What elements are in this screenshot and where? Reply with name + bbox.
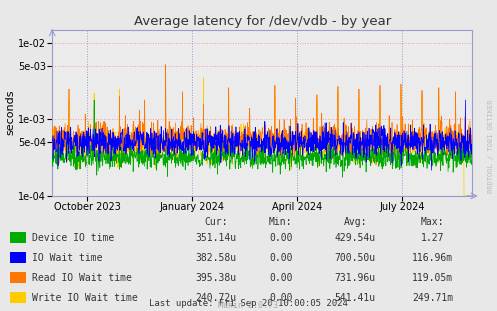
Text: Min:: Min: <box>269 217 293 227</box>
Text: 0.00: 0.00 <box>269 273 293 283</box>
FancyBboxPatch shape <box>10 232 26 243</box>
Text: Avg:: Avg: <box>343 217 367 227</box>
Text: 249.71m: 249.71m <box>412 293 453 303</box>
Text: Device IO time: Device IO time <box>32 233 114 243</box>
FancyBboxPatch shape <box>10 272 26 283</box>
Text: 382.58u: 382.58u <box>196 253 237 263</box>
Text: Munin 2.0.73: Munin 2.0.73 <box>219 301 278 310</box>
Text: Write IO Wait time: Write IO Wait time <box>32 293 138 303</box>
Text: 541.41u: 541.41u <box>335 293 376 303</box>
FancyBboxPatch shape <box>10 292 26 304</box>
Text: IO Wait time: IO Wait time <box>32 253 103 263</box>
Title: Average latency for /dev/vdb - by year: Average latency for /dev/vdb - by year <box>134 15 391 28</box>
Text: 395.38u: 395.38u <box>196 273 237 283</box>
Text: 1.27: 1.27 <box>420 233 444 243</box>
Text: Read IO Wait time: Read IO Wait time <box>32 273 132 283</box>
Text: Cur:: Cur: <box>204 217 228 227</box>
Text: 731.96u: 731.96u <box>335 273 376 283</box>
Text: 0.00: 0.00 <box>269 293 293 303</box>
Text: Max:: Max: <box>420 217 444 227</box>
Text: 116.96m: 116.96m <box>412 253 453 263</box>
Text: 119.05m: 119.05m <box>412 273 453 283</box>
Text: 240.72u: 240.72u <box>196 293 237 303</box>
Text: 351.14u: 351.14u <box>196 233 237 243</box>
Text: 700.50u: 700.50u <box>335 253 376 263</box>
Y-axis label: seconds: seconds <box>5 90 15 136</box>
Text: Last update: Fri Sep 20 10:00:05 2024: Last update: Fri Sep 20 10:00:05 2024 <box>149 299 348 308</box>
Text: 0.00: 0.00 <box>269 253 293 263</box>
Text: 429.54u: 429.54u <box>335 233 376 243</box>
Text: RRDTOOL / TOBI OETIKER: RRDTOOL / TOBI OETIKER <box>488 100 494 193</box>
FancyBboxPatch shape <box>10 252 26 263</box>
Text: 0.00: 0.00 <box>269 233 293 243</box>
